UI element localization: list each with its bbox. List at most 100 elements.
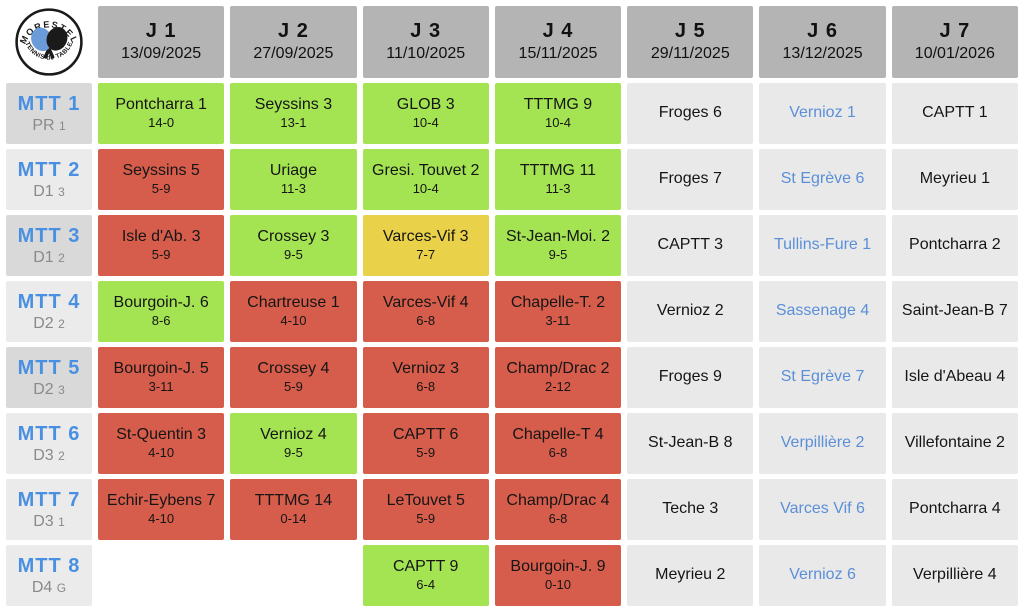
opponent-name: Verpillière 4 <box>913 566 997 584</box>
match-cell: Vernioz 3 6-8 <box>362 347 489 408</box>
match-score: 10-4 <box>412 180 439 196</box>
match-score: 6-8 <box>548 444 568 460</box>
match-cell: CAPTT 9 6-4 <box>362 545 489 606</box>
match-cell: Pontcharra 4 <box>891 479 1018 540</box>
opponent-name: St Egrève 6 <box>780 170 865 188</box>
empty-cell <box>230 545 356 606</box>
opponent-name: CAPTT 9 <box>392 558 459 576</box>
match-cell: St-Jean-Moi. 2 9-5 <box>494 215 622 276</box>
match-cell: CAPTT 6 5-9 <box>362 413 489 474</box>
team-label: MTT 8 <box>17 554 81 577</box>
team-row-header: MTT 2 D1 3 <box>6 149 92 210</box>
day-label: J 3 <box>410 20 442 43</box>
opponent-name: Uriage <box>269 162 317 180</box>
day-date: 10/01/2026 <box>914 45 995 63</box>
match-score: 5-9 <box>151 246 171 262</box>
opponent-name: TTTMG 14 <box>254 492 333 510</box>
match-cell: Vernioz 2 <box>627 281 754 342</box>
match-cell: Champ/Drac 2 2-12 <box>494 347 622 408</box>
match-cell[interactable]: Verpillière 2 <box>759 413 886 474</box>
division-label: PR 1 <box>32 116 66 134</box>
opponent-name: Isle d'Abeau 4 <box>904 368 1006 386</box>
match-score: 2-12 <box>544 378 571 394</box>
match-cell: Seyssins 5 5-9 <box>98 149 225 210</box>
match-cell: Pontcharra 2 <box>891 215 1018 276</box>
day-label: J 4 <box>542 20 574 43</box>
team-label: MTT 6 <box>17 422 81 445</box>
team-label: MTT 2 <box>17 158 81 181</box>
opponent-name: Bourgoin-J. 5 <box>113 360 209 378</box>
opponent-name: Vernioz 3 <box>392 360 460 378</box>
opponent-name: Tullins-Fure 1 <box>773 236 872 254</box>
match-cell: Froges 9 <box>627 347 754 408</box>
opponent-name: Seyssins 3 <box>254 96 333 114</box>
match-score: 6-4 <box>416 576 436 592</box>
opponent-name: Varces-Vif 4 <box>382 294 469 312</box>
opponent-name: TTTMG 11 <box>519 162 597 180</box>
division-label: D4 G <box>31 578 67 596</box>
opponent-name: Sassenage 4 <box>775 302 870 320</box>
match-cell: Meyrieu 2 <box>627 545 754 606</box>
match-cell[interactable]: St Egrève 7 <box>759 347 886 408</box>
opponent-name: Vernioz 4 <box>260 426 327 444</box>
opponent-name: Pontcharra 2 <box>909 236 1001 254</box>
day-column-header: J 7 10/01/2026 <box>891 6 1018 78</box>
match-cell[interactable]: St Egrève 6 <box>759 149 886 210</box>
opponent-name: Pontcharra 1 <box>115 96 207 114</box>
team-row-header: MTT 6 D3 2 <box>6 413 92 474</box>
opponent-name: CAPTT 6 <box>392 426 459 444</box>
club-logo-icon: MORESTEL TENNIS de TABLE <box>15 8 83 76</box>
opponent-name: Vernioz 1 <box>789 104 856 122</box>
match-cell[interactable]: Vernioz 1 <box>759 83 886 144</box>
day-label: J 1 <box>145 20 177 43</box>
match-cell: TTTMG 11 11-3 <box>494 149 622 210</box>
opponent-name: Chartreuse 1 <box>247 294 340 312</box>
opponent-name: Froges 6 <box>658 104 722 122</box>
opponent-name: Crossey 4 <box>257 360 330 378</box>
match-score: 8-6 <box>151 312 171 328</box>
team-row-header: MTT 7 D3 1 <box>6 479 92 540</box>
match-cell: Vernioz 4 9-5 <box>230 413 357 474</box>
team-row-header: MTT 3 D1 2 <box>6 215 92 276</box>
match-cell: St-Jean-B 8 <box>627 413 754 474</box>
match-cell: Champ/Drac 4 6-8 <box>494 479 622 540</box>
opponent-name: CAPTT 3 <box>657 236 724 254</box>
day-date: 13/09/2025 <box>121 45 202 63</box>
match-cell: Froges 6 <box>627 83 754 144</box>
opponent-name: Chapelle-T 4 <box>512 426 604 444</box>
day-column-header: J 4 15/11/2025 <box>494 6 622 78</box>
match-score: 4-10 <box>148 510 175 526</box>
opponent-name: Meyrieu 2 <box>655 566 726 584</box>
team-label: MTT 4 <box>17 290 81 313</box>
day-column-header: J 5 29/11/2025 <box>627 6 754 78</box>
empty-cell <box>98 545 224 606</box>
match-cell[interactable]: Tullins-Fure 1 <box>759 215 886 276</box>
match-cell: Gresi. Touvet 2 10-4 <box>362 149 489 210</box>
opponent-name: GLOB 3 <box>396 96 455 114</box>
opponent-name: Meyrieu 1 <box>919 170 990 188</box>
team-row-header: MTT 5 D2 3 <box>6 347 92 408</box>
day-label: J 7 <box>939 20 971 43</box>
match-score: 9-5 <box>284 246 303 262</box>
match-cell[interactable]: Vernioz 6 <box>759 545 886 606</box>
match-cell[interactable]: Sassenage 4 <box>759 281 886 342</box>
match-cell: TTTMG 9 10-4 <box>494 83 622 144</box>
match-score: 14-0 <box>148 114 175 130</box>
match-cell: Uriage 11-3 <box>230 149 357 210</box>
match-cell: Pontcharra 1 14-0 <box>98 83 225 144</box>
match-score: 6-8 <box>416 312 436 328</box>
opponent-name: CAPTT 1 <box>922 104 988 122</box>
match-cell[interactable]: Varces Vif 6 <box>759 479 886 540</box>
match-cell: Varces-Vif 4 6-8 <box>362 281 489 342</box>
team-label: MTT 5 <box>17 356 81 379</box>
opponent-name: Gresi. Touvet 2 <box>372 162 480 180</box>
team-label: MTT 7 <box>17 488 81 511</box>
opponent-name: Bourgoin-J. 6 <box>113 294 209 312</box>
match-score: 9-5 <box>548 246 568 262</box>
division-label: D3 1 <box>33 512 65 530</box>
match-cell: Villefontaine 2 <box>891 413 1018 474</box>
opponent-name: Vernioz 6 <box>789 566 856 584</box>
opponent-name: Varces-Vif 3 <box>382 228 469 246</box>
opponent-name: Echir-Eybens 7 <box>106 492 216 510</box>
